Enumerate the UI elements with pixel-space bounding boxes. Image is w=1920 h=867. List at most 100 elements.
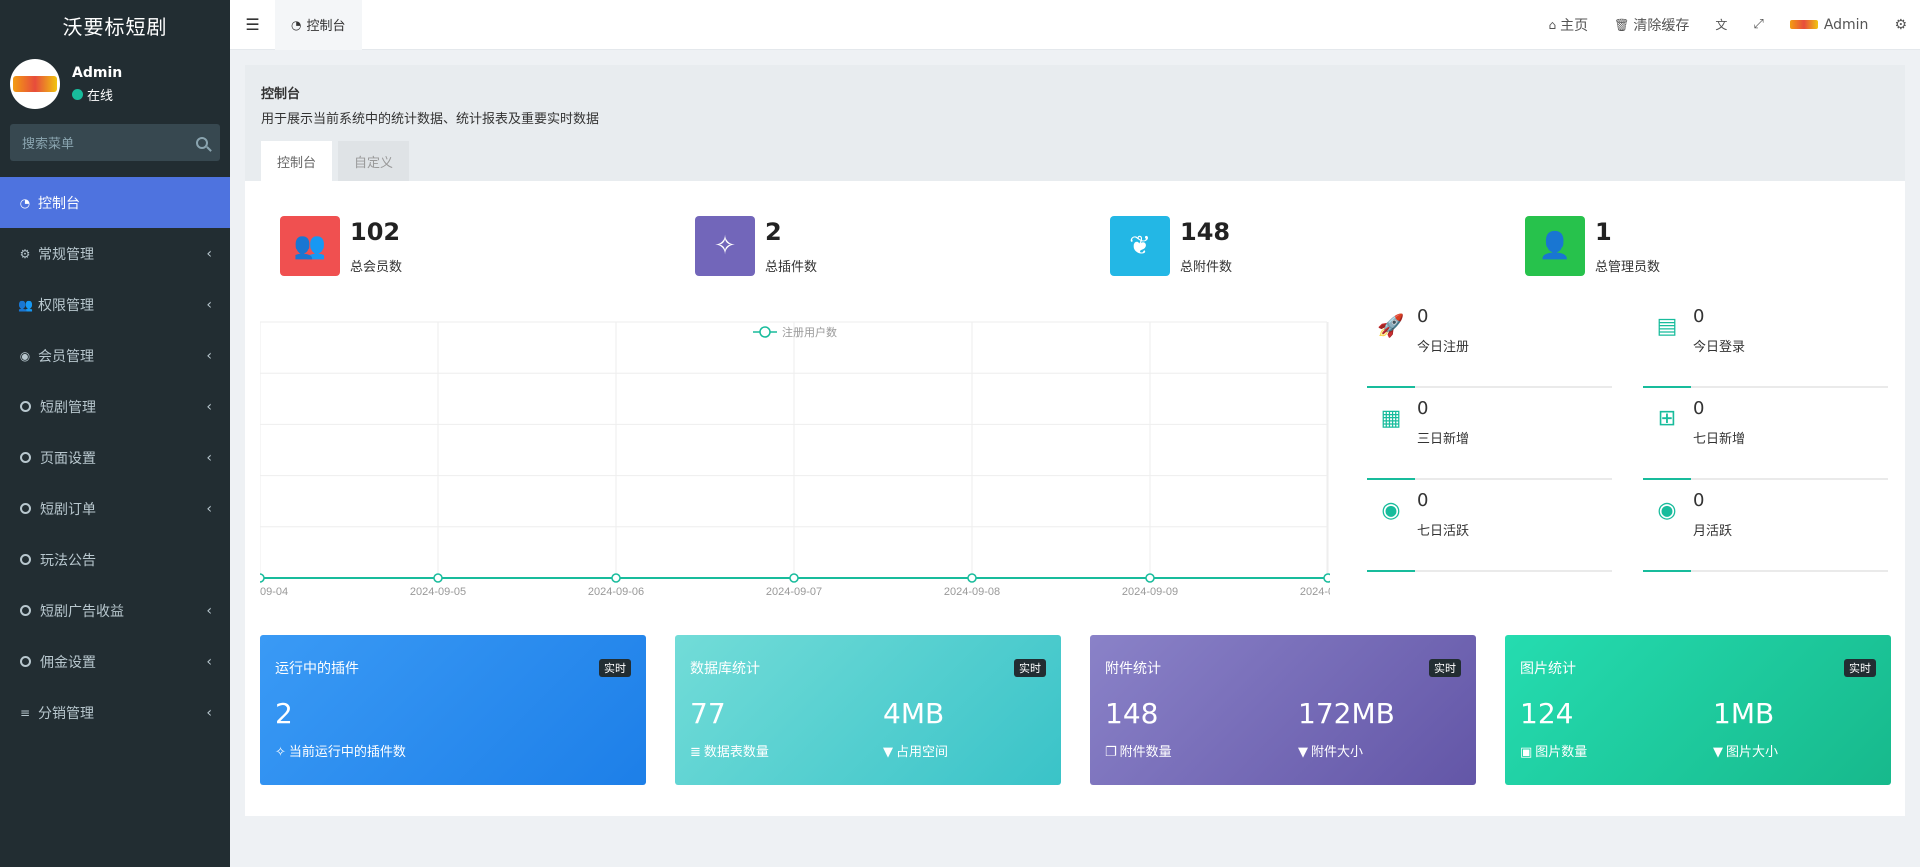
sidebar-item-3[interactable]: ◉ 会员管理 ‹ xyxy=(0,330,230,381)
user-circle-icon: ◉ xyxy=(1657,498,1677,523)
sidebar-item-label: 控制台 xyxy=(38,195,80,212)
menu-toggle-icon[interactable]: ☰ xyxy=(245,15,260,34)
stat-label: 总管理员数 xyxy=(1595,259,1661,275)
sidebar-item-9[interactable]: 佣金设置 ‹ xyxy=(0,636,230,687)
main-content: 控制台 用于展示当前系统中的统计数据、统计报表及重要实时数据 控制台 自定义 注… xyxy=(245,65,1905,816)
search-placeholder: 搜索菜单 xyxy=(22,137,75,152)
info-card-2[interactable]: 附件统计 实时 148 ❐ 附件数量 172MB ▼ 附件大小 xyxy=(1090,635,1476,785)
stat-label: 总附件数 xyxy=(1180,259,1233,275)
tab-dashboard[interactable]: ◔ 控制台 xyxy=(275,0,362,50)
group-icon: 👥 xyxy=(18,297,33,312)
mini-stat-value: 0 xyxy=(1417,490,1429,511)
filter-icon: ▼ xyxy=(883,745,893,760)
card-title: 运行中的插件 xyxy=(275,661,359,677)
magic-icon: ✧ xyxy=(695,216,755,276)
language-button[interactable]: 文 xyxy=(1702,0,1740,50)
sidebar-item-5[interactable]: 页面设置 ‹ xyxy=(0,432,230,483)
mini-stat-3: ⊞ 0 七日新增 xyxy=(1643,388,1888,480)
sidebar-item-label: 短剧广告收益 xyxy=(40,603,124,620)
magic-icon: ✧ xyxy=(275,745,286,760)
x-tick-label: 2024-09-08 xyxy=(944,586,1000,598)
sidebar-item-label: 分销管理 xyxy=(38,705,94,722)
data-point xyxy=(260,573,265,583)
info-card-1[interactable]: 数据库统计 实时 77 ≣ 数据表数量 4MB ▼ 占用空间 xyxy=(675,635,1061,785)
mini-stat-label: 月活跃 xyxy=(1693,524,1733,539)
rocket-icon: 🚀 xyxy=(1377,314,1405,339)
settings-button[interactable]: ⚙ xyxy=(1881,0,1920,50)
mini-stat-underline xyxy=(1643,478,1691,480)
leaf-icon: ❦ xyxy=(1110,216,1170,276)
card-subtitle-text: 图片大小 xyxy=(1726,745,1779,760)
cogs-icon: ⚙ xyxy=(1894,16,1907,33)
sidebar-item-10[interactable]: ≡ 分销管理 ‹ xyxy=(0,687,230,738)
avatar-logo-icon xyxy=(13,76,57,92)
mini-stat-value: 0 xyxy=(1693,490,1705,511)
mini-stat-2: ▦ 0 三日新增 xyxy=(1367,388,1612,480)
online-dot-icon xyxy=(72,88,83,100)
sidebar-item-label: 页面设置 xyxy=(40,450,96,467)
sidebar-item-0[interactable]: ◔ 控制台 xyxy=(0,177,230,228)
data-point xyxy=(967,573,977,583)
mini-stat-4: ◉ 0 七日活跃 xyxy=(1367,480,1612,572)
users-icon: 👥 xyxy=(280,216,340,276)
card-title: 数据库统计 xyxy=(690,661,760,677)
home-link[interactable]: ⌂ 主页 xyxy=(1536,0,1602,50)
top-header: ☰ ◔ 控制台 ⌂ 主页 🗑 清除缓存 文 ⤢ Admin ⚙ xyxy=(230,0,1920,50)
mini-stat-value: 0 xyxy=(1693,398,1705,419)
subtab-custom[interactable]: 自定义 xyxy=(338,141,410,181)
page-description: 用于展示当前系统中的统计数据、统计报表及重要实时数据 xyxy=(261,112,600,127)
registration-line-chart: 注册用户数 2024-09-04 2024-09-05 2024-09-06 2024-… xyxy=(260,321,1330,598)
legend-label: 注册用户数 xyxy=(782,325,837,339)
card-subtitle: ▼ 附件大小 xyxy=(1298,741,1363,760)
data-point xyxy=(789,573,799,583)
user-name: Admin xyxy=(72,64,123,81)
calendar-icon: ▦ xyxy=(1380,406,1402,431)
sidebar-item-1[interactable]: ⚙ 常规管理 ‹ xyxy=(0,228,230,279)
search-icon[interactable] xyxy=(196,136,208,149)
x-tick-label: 2024-09-06 xyxy=(588,586,644,598)
sidebar-item-label: 短剧订单 xyxy=(40,501,96,518)
sidebar-item-7[interactable]: 玩法公告 xyxy=(0,534,230,585)
clear-cache-button[interactable]: 🗑 清除缓存 xyxy=(1601,0,1702,50)
card-subtitle-text: 附件数量 xyxy=(1119,745,1172,760)
chevron-left-icon: ‹ xyxy=(206,602,212,619)
info-card-0[interactable]: 运行中的插件 实时 2 ✧ 当前运行中的插件数 xyxy=(260,635,646,785)
home-label: 主页 xyxy=(1560,17,1589,34)
data-point xyxy=(433,573,443,583)
fullscreen-button[interactable]: ⤢ xyxy=(1740,0,1776,50)
sidebar-search-input[interactable]: 搜索菜单 xyxy=(10,124,220,161)
home-icon: ⌂ xyxy=(1548,17,1557,32)
mini-stat-value: 0 xyxy=(1693,306,1705,327)
admin-menu[interactable]: Admin xyxy=(1777,0,1882,50)
card-subtitle: ▼ 占用空间 xyxy=(883,741,948,760)
chevron-left-icon: ‹ xyxy=(206,398,212,415)
mini-stat-underline xyxy=(1643,570,1691,572)
circle-icon xyxy=(20,452,31,463)
realtime-badge: 实时 xyxy=(599,659,631,677)
chevron-left-icon: ‹ xyxy=(206,296,212,313)
sidebar-item-4[interactable]: 短剧管理 ‹ xyxy=(0,381,230,432)
x-tick-label: 2024-09-04 xyxy=(260,586,288,598)
sidebar-item-2[interactable]: 👥 权限管理 ‹ xyxy=(0,279,230,330)
subtab-dashboard[interactable]: 控制台 xyxy=(261,141,333,181)
user-circle-icon: ◉ xyxy=(1381,498,1401,523)
sidebar: 沃要标短剧 Admin 在线 搜索菜单 ◔ 控制台 ⚙ 常规管理 ‹ 👥 权限管理 ‹ ◉ 会员管… xyxy=(0,0,230,867)
card-subtitle: ❐ 附件数量 xyxy=(1105,741,1172,760)
trash-icon: 🗑 xyxy=(1614,17,1630,32)
card-subtitle-text: 数据表数量 xyxy=(703,745,769,760)
cogs-icon: ⚙ xyxy=(19,246,31,261)
sidebar-item-6[interactable]: 短剧订单 ‹ xyxy=(0,483,230,534)
mini-stat-label: 三日新增 xyxy=(1417,432,1470,447)
admin-avatar-icon xyxy=(1789,20,1818,29)
info-card-3[interactable]: 图片统计 实时 124 ▣ 图片数量 1MB ▼ 图片大小 xyxy=(1505,635,1891,785)
user-status-text: 在线 xyxy=(87,88,114,104)
mini-stat-label: 今日登录 xyxy=(1693,340,1746,355)
chevron-left-icon: ‹ xyxy=(206,449,212,466)
sidebar-item-8[interactable]: 短剧广告收益 ‹ xyxy=(0,585,230,636)
brand-logo-text[interactable]: 沃要标短剧 xyxy=(0,0,230,50)
card-value: 172MB xyxy=(1298,697,1395,730)
card-value: 1MB xyxy=(1713,697,1775,730)
card-subtitle-text: 占用空间 xyxy=(896,745,949,760)
dashboard-panel: 注册用户数 2024-09-04 2024-09-05 2024-09-06 2024-… xyxy=(245,181,1905,816)
clear-cache-label: 清除缓存 xyxy=(1633,17,1690,34)
